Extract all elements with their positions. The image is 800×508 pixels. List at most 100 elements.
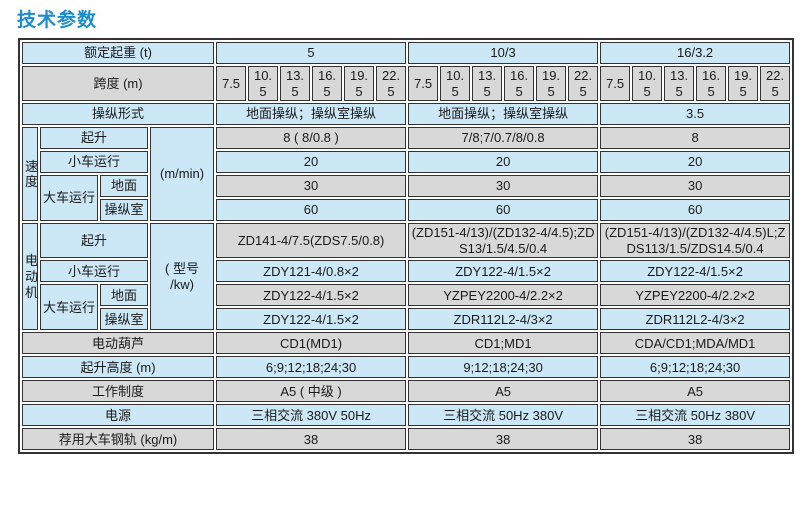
- motor-crane-ground-label-cell: 地面: [100, 284, 148, 307]
- speed-crane-cab-value-cell: 60: [216, 199, 407, 222]
- span-label-cell: 跨度 (m): [22, 66, 215, 102]
- table-row: 起升高度 (m) 6;9;12;18;24;30 9;12;18;24;30 6…: [22, 356, 791, 379]
- speed-hoisting-value-cell: 7/8;7/0.7/8/0.8: [408, 127, 599, 150]
- table-row: 电源 三相交流 380V 50Hz 三相交流 50Hz 380V 三相交流 50…: [22, 404, 791, 427]
- duty-class-value-cell: A5: [600, 380, 791, 403]
- speed-unit-cell: (m/min): [150, 127, 215, 222]
- electric-hoist-label-cell: 电动葫芦: [22, 332, 215, 355]
- speed-trolley-value-cell: 20: [408, 151, 599, 174]
- span-value-cell: 13.5: [280, 66, 311, 102]
- table-row: 电动葫芦 CD1(MD1) CD1;MD1 CDA/CD1;MDA/MD1: [22, 332, 791, 355]
- span-value-cell: 10.5: [248, 66, 279, 102]
- span-value-cell: 13.5: [472, 66, 503, 102]
- motor-crane-ground-value-cell: YZPEY2200-4/2.2×2: [600, 284, 791, 307]
- speed-hoisting-value-cell: 8: [600, 127, 791, 150]
- rated-capacity-value-cell: 16/3.2: [600, 42, 791, 64]
- table-row: 速度 起升 (m/min) 8 ( 8/0.8 ) 7/8;7/0.7/8/0.…: [22, 127, 791, 222]
- table-row: 电动机 起升 ( 型号 /kw) ZD141-4/7.5(ZDS7.5/0.8)…: [22, 223, 791, 331]
- motor-hoisting-value-cell: (ZD151-4/13)/(ZD132-4/4.5)L;ZDS113/1.5/Z…: [600, 223, 791, 259]
- spec-table: 额定起重 (t) 5 10/3 16/3.2 跨度 (m) 7.5 10.5 1…: [18, 38, 795, 455]
- motor-crane-ground-value-cell: YZPEY2200-4/2.2×2: [408, 284, 599, 307]
- motor-crane-cab-value-cell: ZDY122-4/1.5×2: [216, 308, 407, 331]
- speed-crane-label-cell: 大车运行: [40, 175, 98, 222]
- table-row: 操纵形式 地面操纵；操纵室操纵 地面操纵；操纵室操纵 3.5: [22, 103, 791, 126]
- motor-unit-cell: ( 型号 /kw): [150, 223, 215, 331]
- span-value-cell: 22.5: [760, 66, 791, 102]
- table-row: 操纵室 60 60 60: [22, 199, 791, 222]
- rated-capacity-value-cell: 10/3: [408, 42, 599, 64]
- page-title: 技术参数: [17, 10, 98, 31]
- span-value-cell: 16.5: [504, 66, 535, 102]
- electric-hoist-value-cell: CD1;MD1: [408, 332, 599, 355]
- speed-hoisting-value-cell: 8 ( 8/0.8 ): [216, 127, 407, 150]
- duty-class-value-cell: A5: [408, 380, 599, 403]
- span-value-cell: 16.5: [312, 66, 343, 102]
- motor-crane-ground-value-cell: ZDY122-4/1.5×2: [216, 284, 407, 307]
- span-value-cell: 7.5: [600, 66, 631, 102]
- motor-trolley-value-cell: ZDY121-4/0.8×2: [216, 260, 407, 283]
- span-value-cell: 22.5: [568, 66, 599, 102]
- lifting-height-label-cell: 起升高度 (m): [22, 356, 215, 379]
- motor-trolley-label-cell: 小车运行: [40, 260, 148, 283]
- span-value-cell: 19.5: [536, 66, 567, 102]
- rail-value-cell: 38: [216, 428, 407, 451]
- span-value-cell: 19.5: [344, 66, 375, 102]
- motor-hoisting-label-cell: 起升: [40, 223, 148, 259]
- rated-capacity-value-cell: 5: [216, 42, 407, 64]
- motor-crane-label-cell: 大车运行: [40, 284, 98, 331]
- control-mode-value-cell: 地面操纵；操纵室操纵: [216, 103, 407, 126]
- table-row: 荐用大车钢轨 (kg/m) 38 38 38: [22, 428, 791, 451]
- motor-hoisting-value-cell: (ZD151-4/13)/(ZD132-4/4.5);ZDS13/1.5/4.5…: [408, 223, 599, 259]
- table-row: 操纵室 ZDY122-4/1.5×2 ZDR112L2-4/3×2 ZDR112…: [22, 308, 791, 331]
- lifting-height-value-cell: 9;12;18;24;30: [408, 356, 599, 379]
- rail-value-cell: 38: [600, 428, 791, 451]
- span-value-cell: 16.5: [696, 66, 727, 102]
- span-value-cell: 7.5: [216, 66, 247, 102]
- motor-trolley-value-cell: ZDY122-4/1.5×2: [408, 260, 599, 283]
- motor-crane-cab-label-cell: 操纵室: [100, 308, 148, 331]
- span-value-cell: 13.5: [664, 66, 695, 102]
- speed-trolley-value-cell: 20: [216, 151, 407, 174]
- duty-class-label-cell: 工作制度: [22, 380, 215, 403]
- speed-crane-ground-value-cell: 30: [408, 175, 599, 198]
- table-row: 工作制度 A5 ( 中级 ) A5 A5: [22, 380, 791, 403]
- control-mode-value-cell: 地面操纵；操纵室操纵: [408, 103, 599, 126]
- electric-hoist-value-cell: CDA/CD1;MDA/MD1: [600, 332, 791, 355]
- motor-crane-cab-value-cell: ZDR112L2-4/3×2: [600, 308, 791, 331]
- power-value-cell: 三相交流 50Hz 380V: [600, 404, 791, 427]
- table-row: 额定起重 (t) 5 10/3 16/3.2: [22, 42, 791, 64]
- span-value-cell: 19.5: [728, 66, 759, 102]
- control-mode-value-cell: 3.5: [600, 103, 791, 126]
- rail-label-cell: 荐用大车钢轨 (kg/m): [22, 428, 215, 451]
- lifting-height-value-cell: 6;9;12;18;24;30: [216, 356, 407, 379]
- speed-hoisting-label-cell: 起升: [40, 127, 148, 150]
- motor-trolley-value-cell: ZDY122-4/1.5×2: [600, 260, 791, 283]
- span-value-cell: 7.5: [408, 66, 439, 102]
- table-row: 大车运行 地面 30 30 30: [22, 175, 791, 222]
- speed-crane-cab-value-cell: 60: [408, 199, 599, 222]
- span-value-cell: 22.5: [376, 66, 407, 102]
- control-mode-label-cell: 操纵形式: [22, 103, 215, 126]
- table-row: 小车运行 ZDY121-4/0.8×2 ZDY122-4/1.5×2 ZDY12…: [22, 260, 791, 283]
- table-row: 大车运行 地面 ZDY122-4/1.5×2 YZPEY2200-4/2.2×2…: [22, 284, 791, 331]
- table-row: 小车运行 20 20 20: [22, 151, 791, 174]
- speed-trolley-label-cell: 小车运行: [40, 151, 148, 174]
- speed-crane-ground-label-cell: 地面: [100, 175, 148, 198]
- duty-class-value-cell: A5 ( 中级 ): [216, 380, 407, 403]
- span-value-cell: 10.5: [440, 66, 471, 102]
- power-label-cell: 电源: [22, 404, 215, 427]
- speed-group-label-cell: 速度: [22, 127, 38, 222]
- speed-crane-cab-label-cell: 操纵室: [100, 199, 148, 222]
- motor-hoisting-value-cell: ZD141-4/7.5(ZDS7.5/0.8): [216, 223, 407, 259]
- rated-capacity-label-cell: 额定起重 (t): [22, 42, 215, 64]
- speed-crane-cab-value-cell: 60: [600, 199, 791, 222]
- motor-group-label-cell: 电动机: [22, 223, 38, 331]
- power-value-cell: 三相交流 380V 50Hz: [216, 404, 407, 427]
- table-row: 跨度 (m) 7.5 10.5 13.5 16.5 19.5 22.5 7.5 …: [22, 66, 791, 102]
- electric-hoist-value-cell: CD1(MD1): [216, 332, 407, 355]
- lifting-height-value-cell: 6;9;12;18;24;30: [600, 356, 791, 379]
- rail-value-cell: 38: [408, 428, 599, 451]
- speed-crane-ground-value-cell: 30: [216, 175, 407, 198]
- speed-crane-ground-value-cell: 30: [600, 175, 791, 198]
- motor-crane-cab-value-cell: ZDR112L2-4/3×2: [408, 308, 599, 331]
